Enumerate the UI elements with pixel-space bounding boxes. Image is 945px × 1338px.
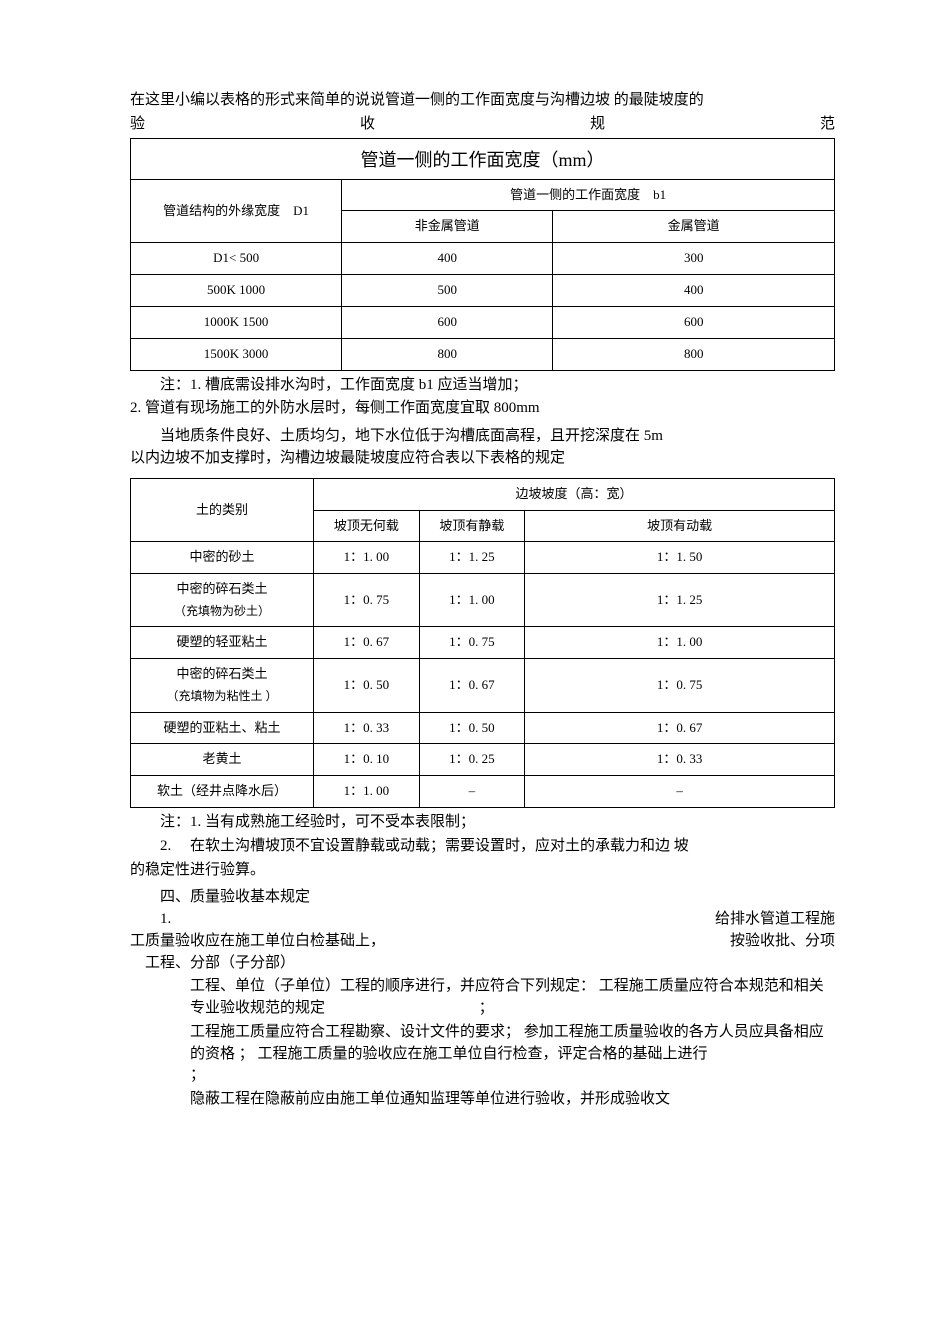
table-cell: 1：0. 75 <box>419 627 525 659</box>
soil-cell-main: 老黄土 <box>139 750 305 769</box>
table-cell: – <box>419 776 525 808</box>
intro-sp4: 范 <box>820 114 835 136</box>
table-cell: 1：0. 67 <box>314 627 420 659</box>
soil-cell-main: 中密的碎石类土 <box>139 665 305 684</box>
soil-cell-main: 中密的砂土 <box>139 548 305 567</box>
midpara-l2: 以内边坡不加支撑时，沟槽边坡最陡坡度应符合表以下表格的规定 <box>130 448 835 470</box>
table-cell: 1：0. 67 <box>419 659 525 712</box>
t1-sub2: 金属管道 <box>553 211 835 243</box>
table-cell: 1：1. 00 <box>419 574 525 627</box>
notes1-l2: 2. 管道有现场施工的外防水层时，每侧工作面宽度宜取 800mm <box>130 398 835 420</box>
table-row: 500K 1000500400 <box>131 275 835 307</box>
notes2-l1: 注：1. 当有成熟施工经验时，可不受本表限制； <box>160 812 835 834</box>
table-cell: 1：0. 50 <box>314 659 420 712</box>
table-cell: 500 <box>342 275 553 307</box>
notes2-l2a: 2. 在软土沟槽坡顶不宜设置静载或动载；需要设置时，应对土的承载力和边 坡 <box>160 836 835 858</box>
table-row: 硬塑的亚粘土、粘土 1：0. 331：0. 501：0. 67 <box>131 712 835 744</box>
table-cell: 1：0. 10 <box>314 744 420 776</box>
table-cell: 1500K 3000 <box>131 338 342 370</box>
notes2: 注：1. 当有成熟施工经验时，可不受本表限制； 2. 在软土沟槽坡顶不宜设置静载… <box>160 812 835 881</box>
midpara-l1: 当地质条件良好、土质均匀，地下水位低于沟槽底面高程，且开挖深度在 5m <box>160 426 835 448</box>
notes1: 注：1. 槽底需设排水沟时，工作面宽度 b1 应适当增加； 2. 管道有现场施工… <box>160 375 835 421</box>
table1: 管道一侧的工作面宽度（mm） 管道结构的外缘宽度 D1 管道一侧的工作面宽度 b… <box>130 138 835 371</box>
soil-cell: 硬塑的亚粘土、粘土 <box>131 712 314 744</box>
t2-sub3: 坡顶有动载 <box>525 510 835 542</box>
table-cell: 1：0. 75 <box>314 574 420 627</box>
soil-cell-sub: （充填物为砂土） <box>139 603 305 620</box>
body-block: 工程、单位（子单位）工程的顺序进行，并应符合下列规定： 工程施工质量应符合本规范… <box>190 976 835 1111</box>
table-cell: 600 <box>553 306 835 338</box>
soil-cell-sub: （充填物为粘性土 ） <box>139 688 305 705</box>
s4-lineB-left: 工质量验收应在施工单位白检基础上， <box>130 931 385 953</box>
soil-cell: 老黄土 <box>131 744 314 776</box>
intro-spread: 验 收 规 范 <box>130 114 835 136</box>
table-cell: 400 <box>342 243 553 275</box>
body-p1: 工程、单位（子单位）工程的顺序进行，并应符合下列规定： 工程施工质量应符合本规范… <box>190 976 835 1020</box>
soil-cell-main: 硬塑的亚粘土、粘土 <box>139 719 305 738</box>
table-row: 硬塑的轻亚粘土 1：0. 671：0. 751：1. 00 <box>131 627 835 659</box>
table-cell: 1：0. 67 <box>525 712 835 744</box>
table-cell: 800 <box>342 338 553 370</box>
t2-sub2: 坡顶有静载 <box>419 510 525 542</box>
table-cell: 400 <box>553 275 835 307</box>
table-cell: 1：0. 33 <box>314 712 420 744</box>
table-cell: 1：1. 25 <box>419 542 525 574</box>
table-cell: 800 <box>553 338 835 370</box>
t2-col-left: 土的类别 <box>131 478 314 542</box>
table-row: 1000K 1500600600 <box>131 306 835 338</box>
soil-cell-main: 中密的碎石类土 <box>139 580 305 599</box>
table-row: D1< 500400300 <box>131 243 835 275</box>
table-cell: D1< 500 <box>131 243 342 275</box>
table2: 土的类别 边坡坡度（高：宽） 坡顶无何载 坡顶有静载 坡顶有动载 中密的砂土 1：… <box>130 478 835 808</box>
table-cell: 1：0. 75 <box>525 659 835 712</box>
body-p2: 工程施工质量应符合工程勘察、设计文件的要求； 参加工程施工质量验收的各方人员应具… <box>190 1022 835 1087</box>
intro-sp2: 收 <box>360 114 375 136</box>
sect4-title: 四、质量验收基本规定 <box>130 887 835 909</box>
soil-cell: 中密的碎石类土 （充填物为砂土） <box>131 574 314 627</box>
table-row: 中密的碎石类土 （充填物为砂土） 1：0. 751：1. 001：1. 25 <box>131 574 835 627</box>
table-cell: 1：1. 25 <box>525 574 835 627</box>
soil-cell-main: 软土（经井点降水后） <box>139 782 305 801</box>
soil-cell: 中密的碎石类土 （充填物为粘性土 ） <box>131 659 314 712</box>
t2-col-right-top: 边坡坡度（高：宽） <box>314 478 835 510</box>
table1-title: 管道一侧的工作面宽度（mm） <box>131 138 835 179</box>
table-cell: 1：1. 00 <box>314 776 420 808</box>
table-cell: 1：1. 00 <box>314 542 420 574</box>
table-cell: 1：0. 33 <box>525 744 835 776</box>
table-cell: 1：0. 50 <box>419 712 525 744</box>
table-cell: 600 <box>342 306 553 338</box>
table-row: 1500K 3000800800 <box>131 338 835 370</box>
notes2-l2b: 的稳定性进行验算。 <box>130 860 835 882</box>
t1-col-right-top: 管道一侧的工作面宽度 b1 <box>342 179 835 211</box>
notes1-l1: 注：1. 槽底需设排水沟时，工作面宽度 b1 应适当增加； <box>160 375 835 397</box>
s4-lineA-left: 1. <box>160 909 171 931</box>
t1-sub1: 非金属管道 <box>342 211 553 243</box>
intro-line1: 在这里小编以表格的形式来简单的说说管道一侧的工作面宽度与沟槽边坡 的最陡坡度的 <box>130 90 835 112</box>
intro-sp1: 验 <box>130 114 145 136</box>
s4-lineA-right: 给排水管道工程施 <box>715 909 835 931</box>
table-row: 中密的砂土 1：1. 001：1. 251：1. 50 <box>131 542 835 574</box>
s4-lineC: 工程、分部（子分部） <box>130 953 835 975</box>
table-cell: 1：1. 50 <box>525 542 835 574</box>
s4-lineB-right: 按验收批、分项 <box>730 931 835 953</box>
table-cell: 300 <box>553 243 835 275</box>
table-cell: – <box>525 776 835 808</box>
body-p3: 隐蔽工程在隐蔽前应由施工单位通知监理等单位进行验收，并形成验收文 <box>190 1089 835 1111</box>
mid-para: 当地质条件良好、土质均匀，地下水位低于沟槽底面高程，且开挖深度在 5m 以内边坡… <box>160 426 835 470</box>
table-cell: 1000K 1500 <box>131 306 342 338</box>
soil-cell: 软土（经井点降水后） <box>131 776 314 808</box>
soil-cell: 中密的砂土 <box>131 542 314 574</box>
intro-sp3: 规 <box>590 114 605 136</box>
table-row: 老黄土 1：0. 101：0. 251：0. 33 <box>131 744 835 776</box>
soil-cell-main: 硬塑的轻亚粘土 <box>139 633 305 652</box>
table-cell: 1：1. 00 <box>525 627 835 659</box>
t2-sub1: 坡顶无何载 <box>314 510 420 542</box>
table-row: 中密的碎石类土 （充填物为粘性土 ） 1：0. 501：0. 671：0. 75 <box>131 659 835 712</box>
table-row: 软土（经井点降水后）1：1. 00–– <box>131 776 835 808</box>
table-cell: 1：0. 25 <box>419 744 525 776</box>
soil-cell: 硬塑的轻亚粘土 <box>131 627 314 659</box>
t1-col-left: 管道结构的外缘宽度 D1 <box>131 179 342 243</box>
table-cell: 500K 1000 <box>131 275 342 307</box>
